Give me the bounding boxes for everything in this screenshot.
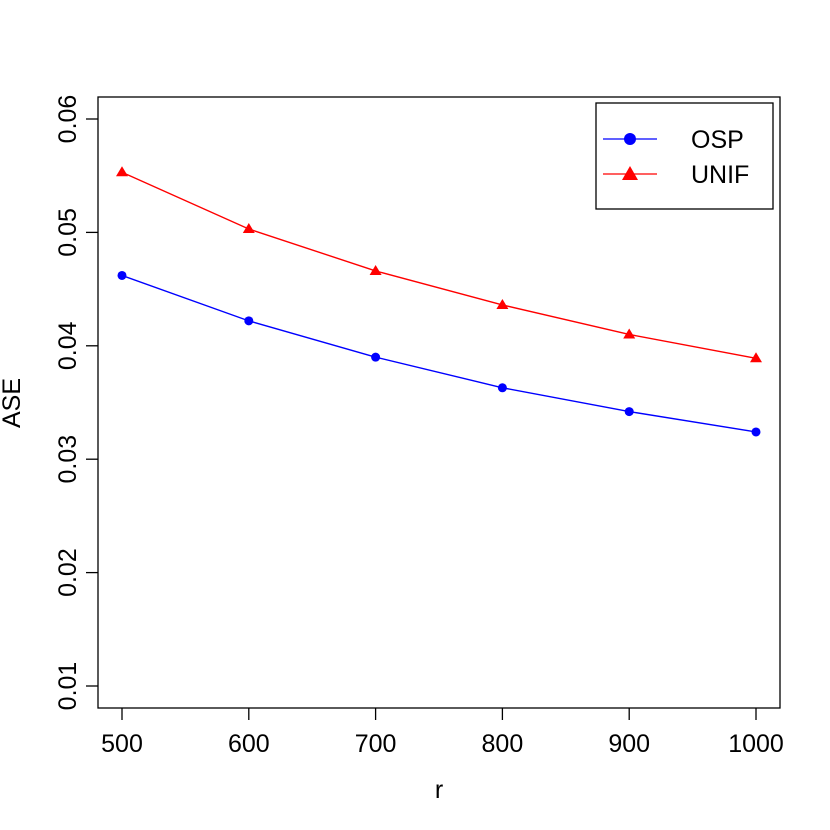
series-layer bbox=[116, 166, 762, 437]
y-tick-label: 0.02 bbox=[54, 548, 82, 597]
y-tick-label: 0.04 bbox=[54, 321, 82, 370]
circle-marker-icon bbox=[751, 427, 761, 437]
x-axis: 500 600 700 800 900 1000 bbox=[101, 708, 784, 758]
x-tick-label: 900 bbox=[608, 730, 650, 758]
circle-marker-icon bbox=[371, 352, 381, 362]
legend-osp-label: OSP bbox=[691, 126, 744, 154]
y-tick-label: 0.06 bbox=[54, 95, 82, 144]
triangle-marker-icon bbox=[369, 264, 382, 275]
y-tick-label: 0.05 bbox=[54, 208, 82, 257]
x-tick-label: 1000 bbox=[728, 730, 784, 758]
triangle-marker-icon bbox=[242, 222, 255, 233]
y-axis-title: ASE bbox=[0, 378, 26, 428]
unif-line bbox=[121, 171, 757, 359]
legend: OSP UNIF bbox=[595, 102, 774, 210]
y-tick-label: 0.01 bbox=[54, 662, 82, 711]
circle-marker-icon bbox=[624, 407, 634, 417]
legend-osp-circle-icon bbox=[624, 133, 636, 145]
triangle-marker-icon bbox=[623, 328, 636, 339]
x-axis-title: r bbox=[435, 776, 443, 804]
y-tick-label: 0.03 bbox=[54, 435, 82, 484]
series-unif bbox=[116, 166, 762, 363]
legend-box bbox=[595, 102, 774, 210]
x-tick-label: 500 bbox=[101, 730, 143, 758]
circle-marker-icon bbox=[497, 383, 507, 393]
legend-unif-triangle-icon bbox=[622, 166, 638, 180]
x-tick-label: 600 bbox=[228, 730, 270, 758]
triangle-marker-icon bbox=[116, 166, 128, 177]
triangle-marker-icon bbox=[750, 352, 762, 363]
y-axis: 0.01 0.02 0.03 0.04 0.05 0.06 bbox=[54, 95, 98, 711]
x-tick-label: 800 bbox=[482, 730, 524, 758]
legend-unif-label: UNIF bbox=[691, 161, 749, 189]
x-tick-label: 700 bbox=[355, 730, 397, 758]
circle-marker-icon bbox=[244, 316, 254, 326]
series-osp bbox=[117, 270, 761, 437]
circle-marker-icon bbox=[117, 270, 127, 280]
osp-line bbox=[121, 274, 757, 433]
triangle-marker-icon bbox=[496, 298, 509, 309]
plot-frame bbox=[97, 96, 781, 709]
